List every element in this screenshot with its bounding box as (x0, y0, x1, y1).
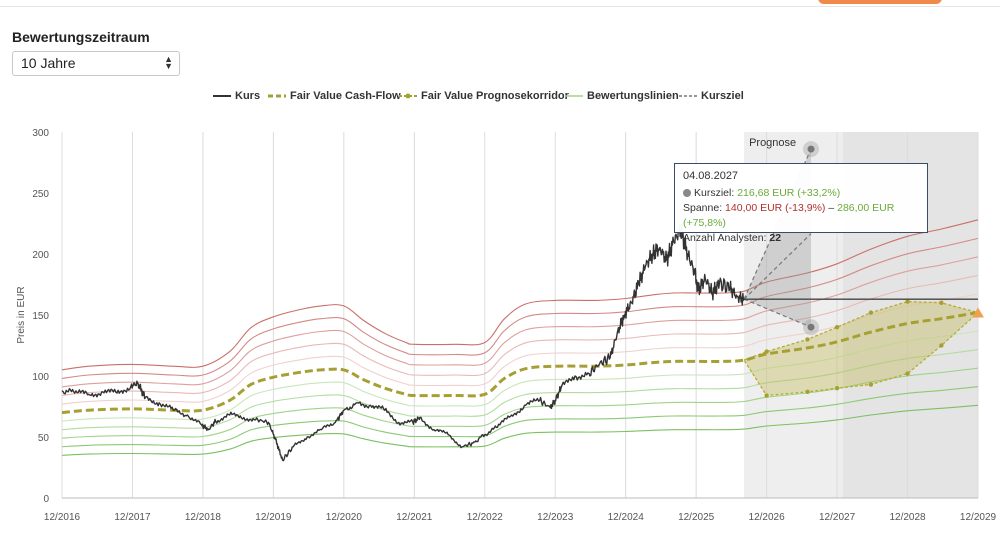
y-tick-label: 300 (32, 128, 49, 139)
tooltip-analysts-value: 22 (769, 232, 782, 244)
y-tick-label: 50 (38, 433, 50, 444)
tooltip-analysts-label: Anzahl Analysten: (683, 232, 767, 244)
bewertungslinie (61, 256, 979, 388)
x-tick-label: 12/2028 (889, 512, 926, 523)
kursziel-line-mid (743, 233, 812, 300)
bewertungslinie (61, 237, 979, 379)
bewertungslinie (61, 386, 979, 448)
kursziel-line-low (743, 298, 812, 328)
x-tick-label: 12/2018 (185, 512, 222, 523)
period-select[interactable]: 10 Jahre ▲ ▼ (12, 51, 180, 76)
bewertungslinie (61, 274, 979, 397)
x-tick-label: 12/2022 (467, 512, 504, 523)
bewertungslinie (61, 367, 979, 439)
legend-fv-icon (268, 94, 286, 98)
select-arrows-icon: ▲ ▼ (164, 54, 173, 71)
kurs-line (61, 224, 745, 462)
corridor-point (905, 371, 910, 376)
x-tick-label: 12/2021 (396, 512, 433, 523)
chart-legend: Kurs Fair Value Cash-Flow Fair Value Pro… (0, 90, 1000, 106)
legend-label-kursziel: Kursziel (701, 90, 744, 102)
tooltip-analysts-row: Anzahl Analysten: 22 (683, 231, 919, 246)
tooltip-kursziel-label: Kursziel: (694, 187, 735, 199)
tooltip-spanne-high: 286,00 EUR (+75,8%) (683, 202, 895, 229)
tooltip-spanne-row: Spanne: 140,00 EUR (-13,9%) – 286,00 EUR… (683, 201, 919, 231)
tooltip-spanne-sep: – (828, 202, 835, 214)
legend-kursziel-icon (679, 95, 697, 97)
tooltip-date: 04.08.2027 (683, 170, 739, 182)
bewertungslinie (61, 293, 979, 405)
corridor-point (834, 386, 840, 391)
tooltip-kursziel-value: 216,68 EUR (+33,2%) (737, 187, 841, 199)
corridor-point (939, 343, 944, 348)
x-tick-label: 12/2029 (960, 512, 997, 523)
corridor-point (805, 337, 810, 342)
bewertungslinie (61, 219, 979, 371)
x-tick-label: 12/2027 (819, 512, 856, 523)
x-tick-label: 12/2017 (114, 512, 151, 523)
legend-item-kurs[interactable]: Kurs (213, 90, 260, 102)
x-tick-label: 12/2020 (326, 512, 363, 523)
legend-label-prognosekorridor: Fair Value Prognosekorridor (421, 90, 569, 102)
y-tick-label: 250 (32, 189, 49, 200)
header-action-button[interactable] (818, 0, 942, 4)
fair-value-end-marker (972, 307, 984, 318)
corridor-point (868, 382, 874, 387)
tooltip-spanne-low: 140,00 EUR (-13,9%) (725, 202, 826, 214)
legend-kurs-icon (213, 95, 231, 98)
fair-value-cash-flow-line (61, 311, 979, 415)
corridor-point (905, 299, 910, 304)
forecast-label: Prognose (749, 137, 796, 149)
x-tick-label: 12/2023 (537, 512, 574, 523)
period-label: Bewertungszeitraum (12, 29, 150, 45)
legend-item-prognosekorridor[interactable]: Fair Value Prognosekorridor (399, 90, 569, 102)
y-tick-label: 150 (32, 311, 49, 322)
x-tick-label: 12/2019 (255, 512, 292, 523)
tooltip-dot-icon (683, 189, 691, 197)
kursziel-tooltip: 04.08.2027 Kursziel: 216,68 EUR (+33,2%)… (674, 163, 928, 244)
x-tick-label: 12/2024 (608, 512, 645, 523)
y-tick-label: 100 (32, 372, 49, 383)
x-tick-label: 12/2026 (749, 512, 786, 523)
corridor-point (834, 325, 840, 330)
y-tick-label: 0 (43, 494, 49, 505)
top-bar (0, 0, 1000, 7)
y-axis-title: Preis in EUR (16, 286, 27, 343)
legend-corridor-icon (399, 93, 417, 99)
legend-label-kurs: Kurs (235, 90, 261, 102)
tooltip-spanne-label: Spanne: (683, 202, 723, 214)
corridor-point (939, 300, 944, 305)
corridor-point (868, 310, 874, 315)
corridor-point (805, 389, 810, 395)
tooltip-kursziel-row: Kursziel: 216,68 EUR (+33,2%) (683, 186, 919, 201)
corridor-point (764, 393, 769, 398)
period-select-value: 10 Jahre (21, 55, 76, 71)
legend-label-bewertungslinien: Bewertungslinien (587, 90, 679, 102)
x-tick-label: 12/2025 (678, 512, 715, 523)
bewertungslinie (61, 349, 979, 431)
legend-bewertungslinien-icon (565, 95, 583, 97)
bewertungslinie (61, 404, 979, 456)
legend-item-bewertungslinien[interactable]: Bewertungslinien (565, 90, 679, 102)
kursziel-high-point (807, 145, 815, 153)
legend-label-fair-value-cash-flow: Fair Value Cash-Flow (290, 90, 401, 102)
y-tick-label: 200 (32, 250, 49, 261)
legend-item-fair-value-cash-flow[interactable]: Fair Value Cash-Flow (268, 90, 401, 102)
kursziel-low-point (807, 323, 815, 331)
x-tick-label: 12/2016 (44, 512, 81, 523)
legend-item-kursziel[interactable]: Kursziel (679, 90, 744, 102)
bewertungslinie (61, 330, 979, 422)
